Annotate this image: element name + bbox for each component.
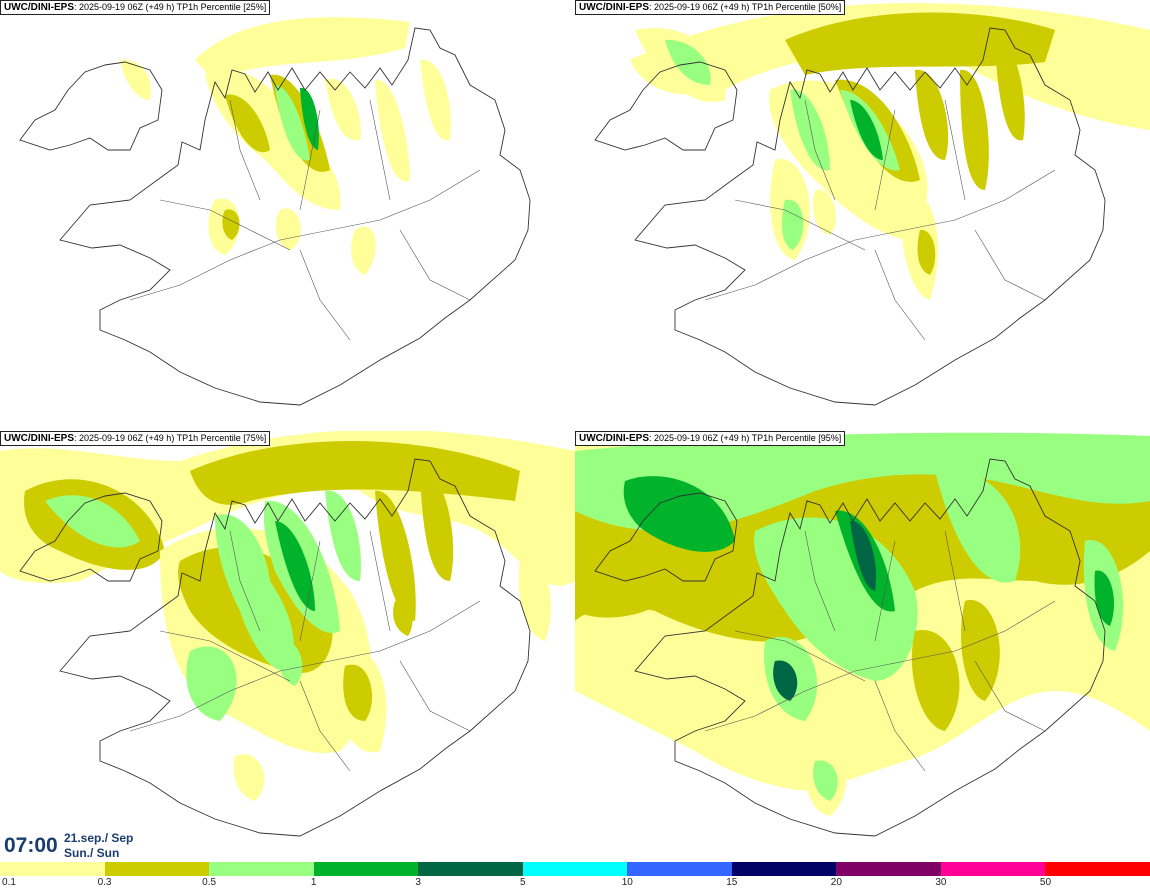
precipitation-map <box>19 17 531 406</box>
legend-tick: 20 <box>830 877 842 888</box>
precip-contour <box>850 520 877 591</box>
legend-tick: 30 <box>935 877 947 888</box>
panel-title: UWC/DINI-EPS: 2025-09-19 06Z (+49 h) TP1… <box>575 431 846 446</box>
precip-contour <box>961 600 1000 701</box>
valid-weekday: Sun./ Sun <box>64 846 120 860</box>
road-network <box>704 530 1056 772</box>
precip-contour <box>575 543 665 618</box>
precip-contour <box>420 470 454 581</box>
precip-fill-layer <box>575 432 1150 816</box>
precip-contour <box>420 59 451 141</box>
legend-swatch <box>940 862 1046 876</box>
legend-tick: 3 <box>415 877 421 888</box>
precip-contour <box>995 39 1025 141</box>
precip-contour <box>915 69 949 160</box>
precip-contour <box>222 209 240 240</box>
coastline <box>634 27 1106 406</box>
legend-swatch <box>104 862 210 876</box>
precip-contour <box>393 600 413 636</box>
precip-contour <box>911 630 960 731</box>
valid-date: 21.sep./ Sep <box>64 831 134 845</box>
precip-fill-layer <box>0 431 575 801</box>
panel-title: UWC/DINI-EPS: 2025-09-19 06Z (+49 h) TP1… <box>0 431 271 446</box>
precip-contour <box>960 69 989 190</box>
precip-contour <box>665 39 711 85</box>
precip-contour <box>233 754 265 801</box>
coastline <box>59 27 531 406</box>
legend-tick: 0.3 <box>97 877 112 888</box>
precip-contour <box>375 490 416 621</box>
map-panel-p25: UWC/DINI-EPS: 2025-09-19 06Z (+49 h) TP1… <box>0 0 575 430</box>
legend-tick: 15 <box>726 877 738 888</box>
valid-time: 07:00 <box>4 834 58 857</box>
valid-time-box: 07:00 21.sep./ Sep Sun./ Sun <box>0 828 148 862</box>
map-panel-p95: UWC/DINI-EPS: 2025-09-19 06Z (+49 h) TP1… <box>575 431 1150 861</box>
precip-contour <box>343 664 373 721</box>
precipitation-map <box>594 2 1150 406</box>
coastline-westfjords <box>594 492 738 582</box>
precip-contour <box>275 521 315 611</box>
panel-title: UWC/DINI-EPS: 2025-09-19 06Z (+49 h) TP1… <box>0 0 271 15</box>
precip-contour <box>813 189 836 235</box>
road-network <box>129 99 481 341</box>
legend-tick: 0.1 <box>2 877 16 888</box>
precip-contour <box>278 640 303 686</box>
coastline-westfjords <box>594 61 738 151</box>
precip-fill-layer <box>120 17 451 275</box>
precip-contour <box>850 100 883 160</box>
precip-contour <box>325 78 361 141</box>
legend-tick: 1 <box>310 877 317 888</box>
road-network <box>129 530 481 772</box>
legend-tick: 5 <box>519 877 526 888</box>
precip-contour <box>785 12 1055 75</box>
precip-contour <box>225 94 270 153</box>
precip-contour <box>275 208 301 250</box>
legend-swatch <box>1045 862 1150 876</box>
legend-tick: 50 <box>1039 877 1052 888</box>
precip-contour <box>351 226 376 275</box>
legend-swatch <box>836 862 941 876</box>
coastline-westfjords <box>19 492 163 582</box>
precip-contour <box>186 646 237 721</box>
legend-tick: 10 <box>621 877 633 888</box>
map-panel-p75: UWC/DINI-EPS: 2025-09-19 06Z (+49 h) TP1… <box>0 431 575 861</box>
coastline <box>634 458 1106 837</box>
precip-contour <box>781 199 804 250</box>
precip-contour <box>790 89 830 171</box>
precip-contour <box>813 760 838 801</box>
precip-contour <box>1094 570 1115 626</box>
legend-swatch <box>627 862 732 876</box>
precip-contour <box>195 17 410 82</box>
map-panel-p50: UWC/DINI-EPS: 2025-09-19 06Z (+49 h) TP1… <box>575 0 1150 430</box>
panel-title: UWC/DINI-EPS: 2025-09-19 06Z (+49 h) TP1… <box>575 0 846 15</box>
precip-contour <box>773 660 798 701</box>
color-legend <box>0 862 1150 876</box>
precip-fill-layer <box>630 2 1150 300</box>
legend-tick: 0.5 <box>202 877 217 888</box>
legend-tick-labels: 0.1 0.3 0.5 1 3 5 10 15 20 30 50 <box>0 876 1150 891</box>
legend-swatch <box>731 862 837 876</box>
road-network <box>704 99 1056 341</box>
precip-contour <box>375 79 410 182</box>
legend-swatch <box>0 862 105 876</box>
coastline-westfjords <box>19 61 163 151</box>
precip-contour <box>325 490 361 581</box>
legend-swatch <box>209 862 314 876</box>
precip-contour <box>935 469 1021 583</box>
precip-contour <box>120 59 151 100</box>
coastline <box>59 458 531 837</box>
legend-swatch <box>522 862 628 876</box>
precip-contour <box>917 229 936 275</box>
precipitation-map <box>575 432 1150 837</box>
legend-swatch <box>418 862 523 876</box>
precipitation-map <box>0 431 575 837</box>
precip-contour <box>300 87 319 150</box>
precip-contour <box>45 495 140 548</box>
legend-swatch <box>313 862 419 876</box>
precip-contour <box>275 85 310 161</box>
